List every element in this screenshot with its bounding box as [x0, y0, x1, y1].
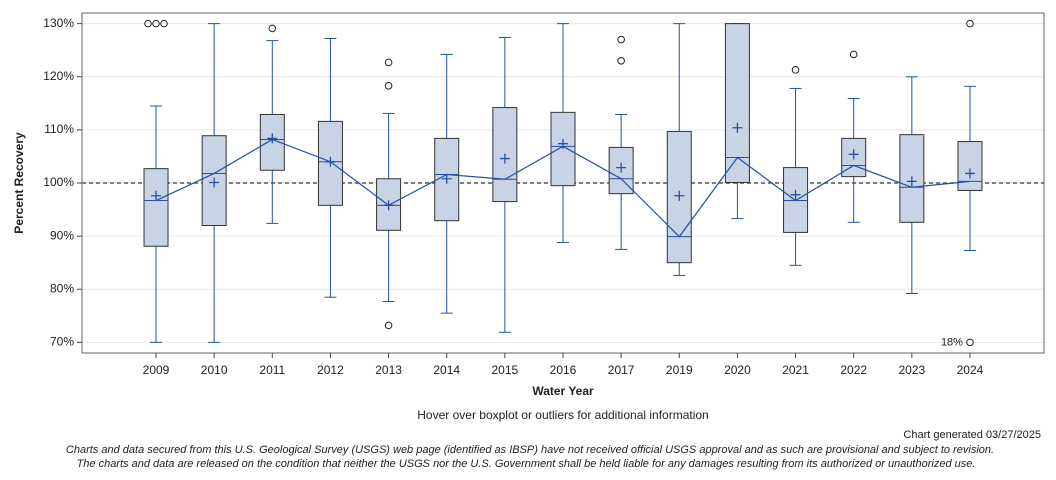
mean-marker	[441, 173, 452, 184]
x-tick-label: 2015	[492, 363, 519, 377]
x-tick-label: 2010	[201, 363, 228, 377]
hover-note: Hover over boxplot or outliers for addit…	[417, 408, 708, 422]
outlier	[966, 338, 974, 347]
plot-frame	[81, 12, 1045, 354]
x-tick-label: 2021	[782, 363, 809, 377]
x-tick-label: 2024	[957, 363, 984, 377]
outlier	[384, 58, 393, 67]
y-tick-label: 130%	[43, 16, 74, 30]
y-axis-label: Percent Recovery	[12, 132, 26, 234]
x-tick-label: 2014	[433, 363, 460, 377]
outlier	[144, 19, 152, 28]
outlier	[384, 81, 393, 90]
mean-marker	[848, 149, 859, 160]
x-tick-label: 2009	[143, 363, 170, 377]
box	[143, 168, 169, 247]
y-tick-label: 100%	[43, 175, 74, 189]
outlier	[268, 24, 277, 33]
y-tick-label: 70%	[50, 335, 74, 349]
mean-marker	[267, 133, 278, 144]
outlier	[384, 321, 393, 330]
median-line	[155, 138, 971, 238]
mean-marker	[732, 122, 743, 133]
x-tick-label: 2011	[259, 363, 285, 377]
x-tick-label: 2012	[317, 363, 344, 377]
x-tick-label: 2013	[375, 363, 402, 377]
x-axis-label: Water Year	[532, 384, 594, 398]
box	[550, 111, 576, 187]
outlier	[791, 66, 800, 74]
mean-marker	[790, 189, 801, 200]
mean-marker	[151, 190, 162, 201]
x-tick-label: 2017	[608, 363, 635, 377]
x-tick-label: 2020	[724, 363, 751, 377]
mean-marker	[674, 190, 685, 201]
outlier	[849, 50, 858, 59]
box	[957, 141, 983, 191]
x-tick-label: 2023	[898, 363, 925, 377]
annotation: 18%	[941, 336, 963, 348]
x-tick-label: 2016	[550, 363, 577, 377]
mean-marker	[209, 177, 220, 188]
box	[724, 23, 750, 183]
y-tick-label: 110%	[44, 122, 74, 136]
mean-marker	[906, 176, 917, 187]
generated-note: Chart generated 03/27/2025	[903, 429, 1041, 441]
y-tick-label: 120%	[43, 69, 74, 83]
mean-marker	[616, 162, 627, 173]
disclaimer: Charts and data secured from this U.S. G…	[66, 444, 994, 456]
outlier	[617, 35, 625, 44]
x-tick-label: 2019	[666, 363, 693, 377]
outlier	[160, 19, 168, 28]
disclaimer: The charts and data are released on the …	[77, 458, 976, 470]
y-tick-label: 90%	[50, 228, 74, 242]
outlier	[617, 57, 625, 65]
outlier	[152, 19, 160, 28]
mean-marker	[964, 168, 975, 179]
x-tick-label: 2022	[840, 363, 867, 377]
outlier	[966, 19, 974, 28]
y-tick-label: 80%	[50, 281, 74, 295]
mean-marker	[499, 153, 510, 164]
